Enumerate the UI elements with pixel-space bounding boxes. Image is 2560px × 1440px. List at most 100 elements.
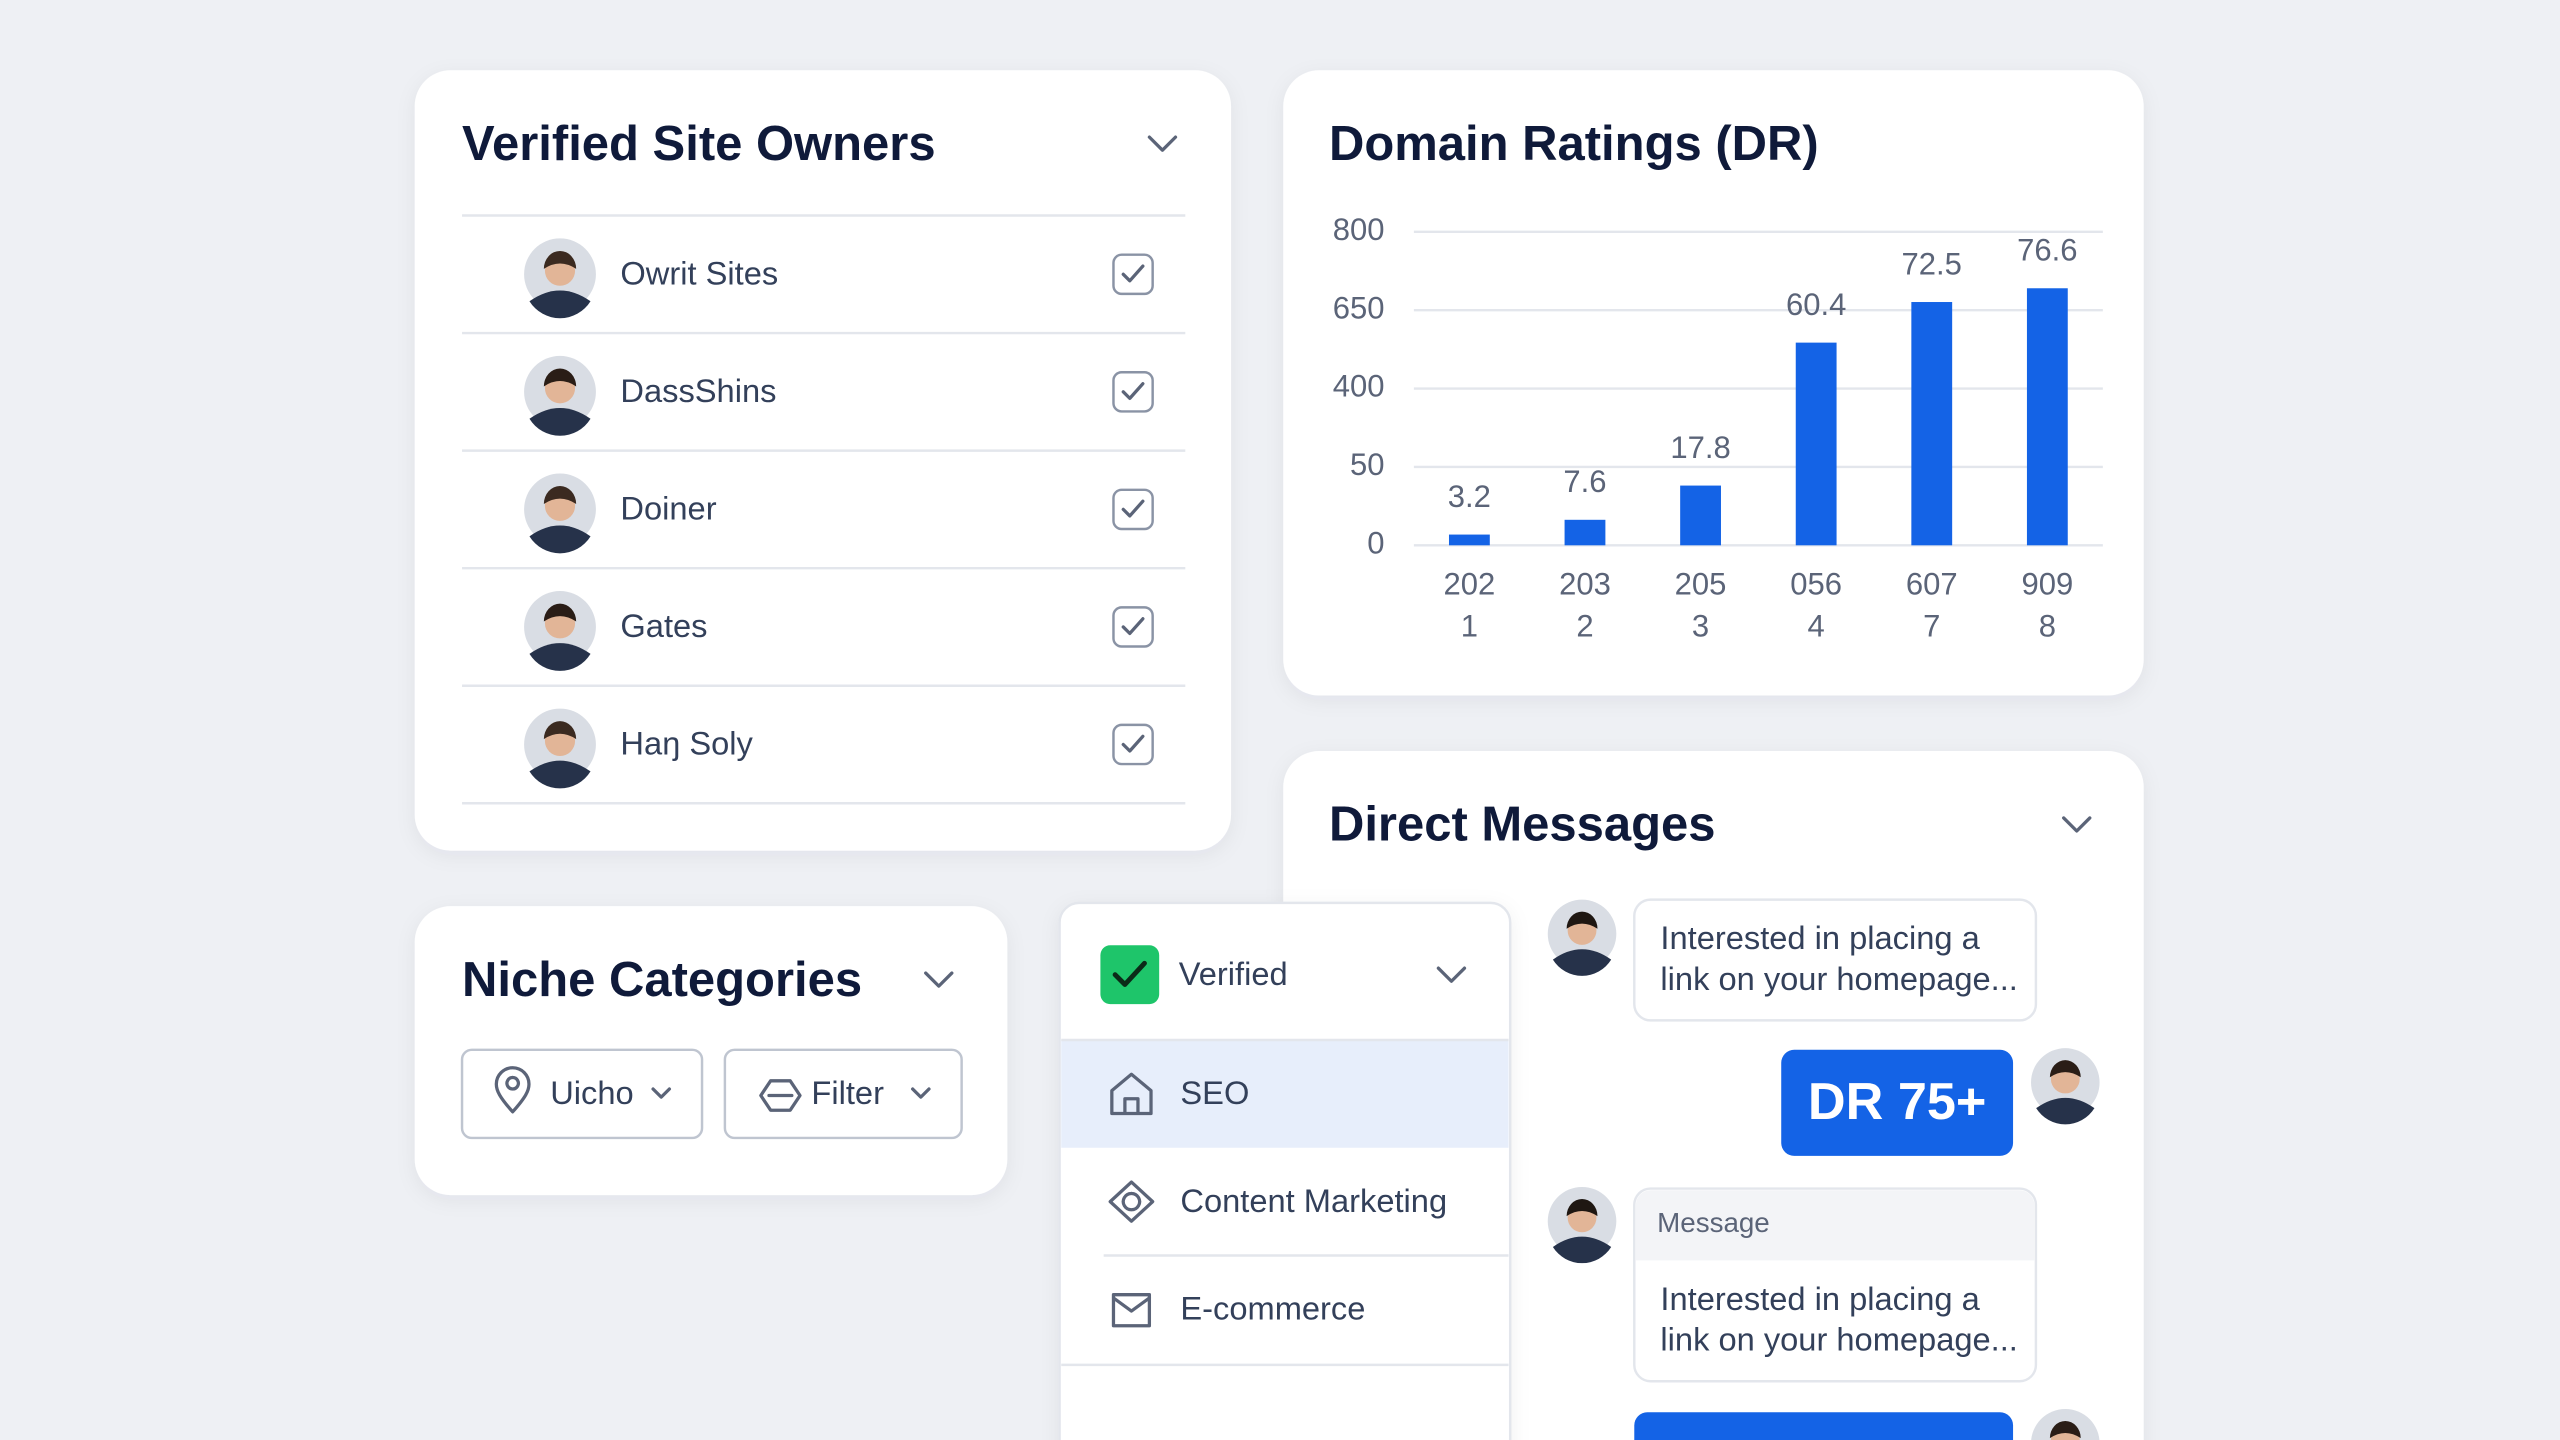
chevron[interactable] [924, 971, 954, 988]
avatar [524, 355, 596, 436]
checkbox[interactable] [1112, 606, 1154, 648]
x-tick-label: 205 [1675, 566, 1727, 601]
check-mark [1121, 617, 1145, 636]
mail-icon [1111, 1293, 1152, 1328]
value-label: 72.5 [1902, 246, 1962, 281]
owners-card [414, 70, 1232, 851]
chevron [651, 1087, 672, 1099]
x-tick-label: 203 [1559, 566, 1611, 601]
chevron[interactable] [2062, 816, 2092, 833]
avatar-hair [543, 368, 577, 387]
card-title: Niche Categories [462, 953, 862, 1007]
value-label: 3.2 [1448, 479, 1491, 514]
button-frame[interactable] [723, 1048, 963, 1140]
check-mark [1121, 382, 1145, 401]
message-bubble [1633, 898, 2038, 1022]
x-tick-label: 1 [1461, 609, 1478, 644]
checkbox[interactable] [1112, 253, 1154, 296]
chart-title: Domain Ratings (DR) [1329, 117, 1819, 171]
check-mark [1121, 499, 1145, 518]
tag-icon [1108, 1180, 1155, 1223]
avatar-hair [543, 486, 577, 505]
button-text: Filter [811, 1074, 884, 1111]
avatar-hair [543, 603, 577, 622]
avatar [2031, 1048, 2100, 1125]
checkbox[interactable] [1112, 723, 1154, 766]
owner-name: Owrit Sites [620, 255, 778, 292]
message-button[interactable] [1634, 1412, 2014, 1440]
avatar-body [529, 760, 591, 789]
x-tick-label: 056 [1790, 566, 1842, 601]
checkbox[interactable] [1112, 371, 1154, 413]
avatar [524, 473, 596, 554]
bar [1448, 534, 1490, 546]
filter-icon [759, 1079, 802, 1112]
y-tick-label: 650 [1333, 290, 1385, 325]
home-icon [1110, 1072, 1153, 1116]
avatar-body [529, 290, 591, 319]
location-button[interactable]: Uicho [460, 1048, 704, 1140]
dr-badge[interactable] [1781, 1049, 2014, 1156]
menu-selected: Verified [1179, 955, 1288, 992]
message: Interested in placing a link on your hom… [1633, 898, 2038, 1022]
y-tick-label: 0 [1367, 525, 1384, 560]
chevron [911, 1087, 931, 1099]
value-label: 17.8 [1670, 430, 1730, 465]
bar [1911, 302, 1953, 546]
x-tick-label: 607 [1906, 566, 1958, 601]
check-mark [1121, 734, 1145, 753]
x-tick-label: 3 [1692, 609, 1709, 644]
avatar-body [2036, 1097, 2095, 1125]
avatar [1547, 899, 1617, 976]
value-label: 7.6 [1563, 464, 1606, 499]
x-tick-label: 202 [1444, 566, 1496, 601]
menu-item[interactable]: SEO [1180, 1074, 1249, 1111]
bar [1795, 342, 1837, 546]
chevron[interactable] [1436, 966, 1467, 983]
message: Message Interested in placing a link on … [1633, 1187, 2038, 1383]
bar [2026, 288, 2068, 546]
avatar-hair [543, 250, 577, 269]
avatar-hair [1566, 911, 1598, 929]
avatar-body [529, 408, 591, 436]
x-tick-label: 8 [2039, 609, 2056, 644]
x-tick-label: 909 [2021, 566, 2073, 601]
avatar-body [529, 643, 591, 671]
chevron[interactable] [1147, 135, 1178, 152]
avatar-hair [2049, 1420, 2081, 1439]
avatar-body [529, 525, 591, 554]
checkbox[interactable] [1112, 488, 1154, 531]
menu-item[interactable]: Content Marketing [1180, 1182, 1447, 1219]
message-text: Interested in placing a [1660, 919, 1980, 956]
message-text: Interested in placing a [1660, 1280, 1980, 1317]
verified-check[interactable] [1100, 945, 1160, 1005]
avatar-hair [1566, 1198, 1598, 1217]
avatar-hair [2049, 1060, 2081, 1078]
y-tick-label: 800 [1333, 212, 1385, 247]
x-tick-label: 2 [1576, 609, 1593, 644]
menu-item[interactable]: E-commerce [1180, 1290, 1365, 1327]
bar-chart: 800 650 400 50 0 3.2 202 1 7.6 203 2 17.8 205 3 60.4 05… [1333, 212, 2103, 644]
value-label: 76.6 [2017, 233, 2077, 268]
pin-icon [494, 1066, 531, 1114]
y-tick-label: 400 [1333, 369, 1385, 404]
avatar-body [1552, 949, 1612, 976]
avatar-hair [543, 721, 577, 740]
owner-name: Haŋ Soly [620, 725, 753, 762]
bar [1680, 485, 1721, 546]
avatars [1547, 899, 2100, 1440]
card-title: Direct Messages [1329, 798, 1716, 852]
message-header-text: Message [1657, 1207, 1770, 1238]
button-text: Uicho [550, 1074, 633, 1111]
filter-button[interactable]: Filter [723, 1048, 963, 1140]
category-menu [1058, 901, 1512, 1440]
x-tick-label: 7 [1923, 609, 1940, 644]
y-tick-label: 50 [1350, 447, 1385, 482]
badge-text: DR 75+ [1808, 1073, 1987, 1131]
avatar [524, 708, 596, 789]
card-title: Verified Site Owners [462, 117, 936, 171]
bar [1564, 519, 1606, 546]
avatar [524, 591, 596, 671]
